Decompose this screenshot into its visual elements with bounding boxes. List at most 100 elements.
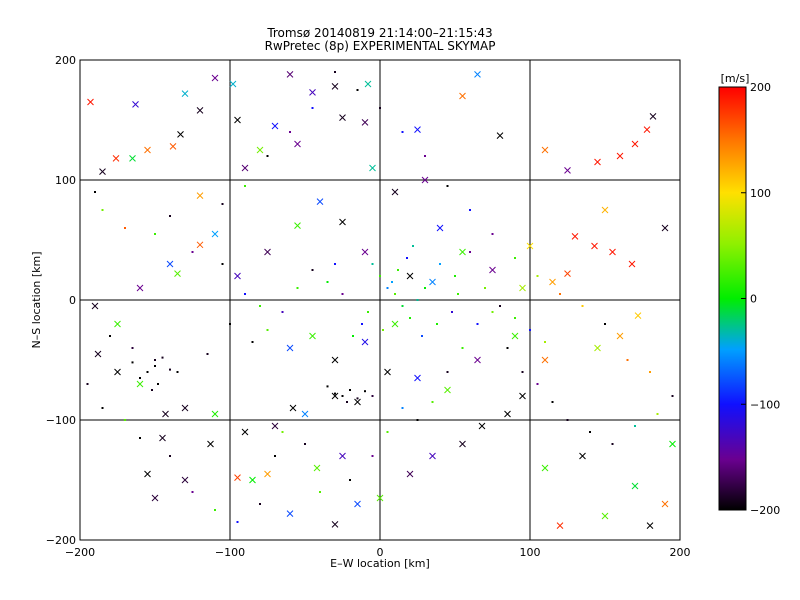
data-point-cross [661,224,669,232]
data-point-dot [349,389,351,391]
data-point-cross [264,470,271,478]
data-point-cross [354,398,361,406]
data-point-cross [211,410,219,418]
data-point-dot [521,371,524,373]
data-point-cross [249,476,256,484]
data-point-dot [266,329,269,331]
data-point-cross [444,386,451,394]
data-point-cross [414,126,421,133]
data-point-dot [451,311,453,313]
data-point-dot [304,443,306,445]
data-point-cross [634,312,642,319]
data-point-cross [129,155,136,162]
data-point-dot [416,419,419,421]
data-point-dot [157,383,159,385]
data-point-cross [241,164,249,172]
data-point-cross [478,422,486,430]
data-point-dot [581,305,584,307]
data-point-dot [439,263,441,265]
data-point-dot [169,455,171,457]
data-point-dot [206,353,209,355]
data-point-cross [234,474,241,481]
data-point-dot [544,341,546,343]
data-point-cross [294,222,301,229]
data-point-dot [491,311,494,313]
data-point-dot [349,479,351,481]
data-point-dot [424,155,426,157]
data-point-cross [601,512,609,520]
data-point-cross [234,272,241,280]
data-point-dot [499,305,501,307]
data-point-cross [504,410,511,418]
data-point-dot [514,257,516,259]
data-point-cross [669,440,676,448]
data-point-dot [649,371,651,373]
data-point-dot [131,361,134,364]
data-point-cross [309,89,316,96]
data-point-dot [604,323,606,325]
data-point-dot [406,257,408,259]
data-point-dot [536,383,539,385]
data-point-dot [151,389,153,391]
data-point-cross [196,107,204,114]
data-point-cross [609,248,616,256]
data-point-cross [151,494,159,502]
data-point-dot [457,293,459,295]
x-tick-label: 0 [377,546,384,559]
data-point-cross [564,270,571,277]
data-point-dot [401,305,404,307]
data-point-cross [436,224,444,232]
data-point-dot [341,395,344,397]
data-point-dot [191,251,194,253]
data-point-cross [364,80,372,88]
data-point-dot [289,131,291,133]
data-point-dot [319,491,321,493]
data-point-dot [416,299,419,301]
data-point-cross [301,410,309,418]
data-point-cross [271,122,279,130]
x-tick-label: 200 [670,546,691,559]
chart-title: Tromsø 20140819 21:14:00–21:15:43 [266,26,492,40]
data-point-dot [334,392,336,395]
data-point-cross [616,152,624,160]
data-point-cross [354,500,361,508]
data-point-dot [109,335,111,337]
data-point-dot [476,323,479,325]
data-point-dot [412,245,414,247]
data-point-dot [236,521,239,523]
data-point-cross [181,476,189,484]
data-point-dot [154,365,156,367]
x-tick-label: −100 [215,546,245,559]
data-point-cross [166,260,174,268]
data-point-dot [169,368,171,371]
data-point-dot [367,311,369,313]
data-point-cross [556,522,564,529]
data-point-cross [649,113,657,120]
data-point-dot [424,287,426,289]
data-point-dot [296,287,299,289]
data-point-dot [94,191,96,193]
data-point-cross [616,332,624,340]
data-point-dot [401,131,404,133]
data-point-cross [331,356,339,364]
data-point-cross [286,344,294,352]
colorbar-ticks: 200 100 0 −100 −200 [741,81,780,517]
data-point-cross [286,510,294,517]
data-point-cross [571,233,579,240]
data-point-cross [136,284,144,292]
data-point-dot [326,385,329,388]
data-point-cross [594,158,601,166]
data-point-cross [289,404,297,412]
data-point-dot [341,293,344,295]
data-point-dot [124,419,126,421]
data-point-dot [124,227,126,229]
data-point-cross [519,392,526,400]
data-point-dot [101,407,104,409]
data-point-dot [514,317,516,319]
data-point-dot [371,455,374,457]
data-point-cross [594,344,601,352]
data-point-cross [264,248,271,256]
data-point-cross [361,338,369,346]
data-point-dot [634,425,636,427]
